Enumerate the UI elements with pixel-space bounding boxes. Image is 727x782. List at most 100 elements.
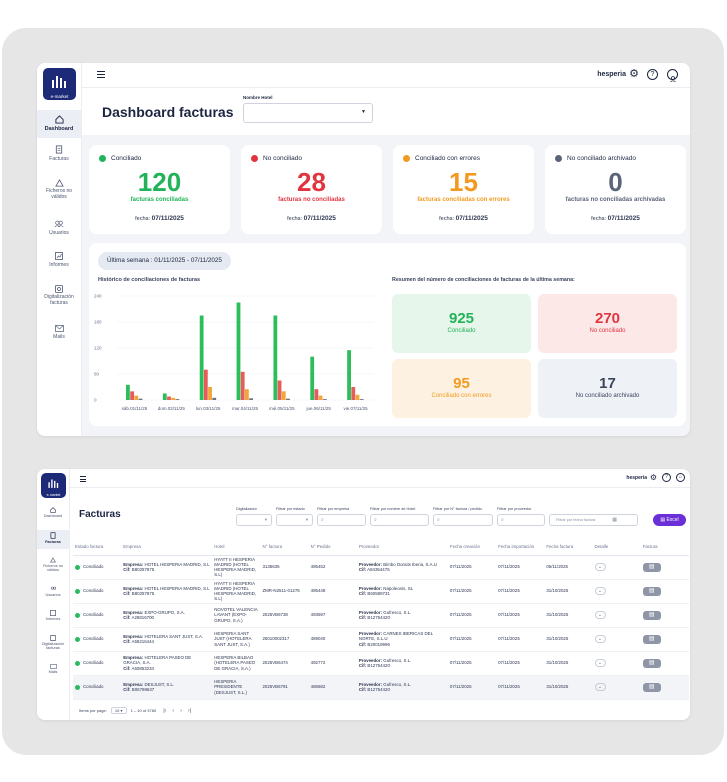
bar[interactable] <box>134 395 139 400</box>
column-header[interactable]: Detalle <box>592 539 641 556</box>
menu-icon[interactable] <box>80 476 86 482</box>
chevron-down-icon[interactable]: ⌄ <box>594 683 606 691</box>
bar[interactable] <box>318 395 323 400</box>
bar[interactable] <box>314 389 319 400</box>
column-header[interactable]: Hotel <box>212 539 261 556</box>
next-page-icon[interactable]: › <box>180 708 182 714</box>
bar[interactable] <box>236 302 241 401</box>
estado-select[interactable]: ▼ <box>276 514 313 526</box>
document-button[interactable]: ▤ <box>642 562 661 572</box>
document-button[interactable]: ▤ <box>642 586 661 596</box>
sidebar-item-usuarios[interactable]: Usuarios <box>37 220 81 242</box>
app-logo[interactable]: e-market <box>43 68 76 100</box>
excel-button[interactable]: ▤ Excel <box>653 514 686 526</box>
column-header[interactable]: Proveedor <box>356 539 448 556</box>
bar[interactable] <box>310 356 315 400</box>
bar[interactable] <box>162 393 167 401</box>
bar[interactable] <box>138 398 143 400</box>
document-button[interactable]: ▤ <box>642 610 661 620</box>
hotel-select[interactable]: ▼ <box>243 103 373 123</box>
column-header[interactable]: N° Pedido <box>308 539 357 556</box>
sidebar-item-informes[interactable]: Informes <box>37 610 69 626</box>
help-icon[interactable]: ? <box>647 69 658 80</box>
hotel-input[interactable]: ⌕ <box>370 514 429 526</box>
proveedor-input[interactable]: ⌕ <box>497 514 545 526</box>
bar[interactable] <box>249 398 253 400</box>
column-header[interactable]: Fecha factura <box>544 539 593 556</box>
bar[interactable] <box>347 350 351 400</box>
sidebar-item-digitalizacion[interactable]: Digitalización facturas <box>37 635 69 657</box>
items-per-page-select[interactable]: 10 ▾ <box>110 707 127 714</box>
user-name[interactable]: hesperia <box>626 475 647 481</box>
sidebar-item-usuarios[interactable]: Usuarios <box>37 586 69 602</box>
bar[interactable] <box>281 391 286 400</box>
column-header[interactable]: N° factura <box>260 539 309 556</box>
account-icon[interactable]: ⌂ <box>676 473 685 482</box>
column-header[interactable]: Fecha creación <box>447 539 497 556</box>
document-button[interactable]: ▤ <box>642 682 661 692</box>
sidebar-item-ficheros[interactable]: Ficheros no válidos <box>37 557 69 579</box>
bar[interactable] <box>208 387 212 400</box>
bar[interactable] <box>240 371 245 400</box>
bar[interactable] <box>322 399 327 400</box>
bar[interactable] <box>199 315 204 401</box>
column-header[interactable]: Fecha importación <box>496 539 545 556</box>
help-icon[interactable]: ? <box>662 473 671 482</box>
chevron-down-icon[interactable]: ⌄ <box>594 659 606 667</box>
account-icon[interactable] <box>667 69 678 83</box>
table-row[interactable]: Conciliado Empresa: HOTEL HESPERIA MADRID… <box>73 555 689 580</box>
empresa-input[interactable]: ⌕ <box>317 514 366 526</box>
last-page-icon[interactable]: ›| <box>188 708 191 714</box>
digitalizador-select[interactable]: ▼ <box>236 514 272 526</box>
user-name[interactable]: hesperia <box>597 71 626 78</box>
table-row[interactable]: Conciliado Empresa: EXPO-GRUPO, S.A. Cif: … <box>73 603 689 628</box>
bar[interactable] <box>351 387 356 400</box>
sidebar-item-informes[interactable]: Informes <box>37 252 81 274</box>
table-row[interactable]: Conciliado Empresa: HOTELERA PASEO DE GRA… <box>73 651 689 676</box>
sidebar-item-mails[interactable]: Mails <box>37 664 69 680</box>
cell-fecha: 31/10/2025 <box>544 627 593 652</box>
chevron-down-icon[interactable]: ⌄ <box>594 611 606 619</box>
gear-icon[interactable]: ⚙ <box>629 68 639 80</box>
bar[interactable] <box>359 399 364 400</box>
fecha-filter[interactable]: Filtrar por fecha factura ▦ <box>549 514 638 526</box>
bar[interactable] <box>273 315 278 401</box>
cell-creacion: 07/11/2025 <box>447 555 497 580</box>
bar[interactable] <box>286 398 290 400</box>
chevron-down-icon[interactable]: ⌄ <box>594 563 606 571</box>
bar[interactable] <box>212 397 217 400</box>
sidebar-item-facturas[interactable]: Facturas <box>37 530 69 549</box>
table-row[interactable]: Conciliado Empresa: HOTELERA SANT JUST, S… <box>73 627 689 652</box>
bar[interactable] <box>171 397 176 400</box>
sidebar-item-facturas[interactable]: Facturas <box>37 145 81 169</box>
first-page-icon[interactable]: |‹ <box>163 708 167 714</box>
sidebar-item-digitalizacion[interactable]: Digitalización facturas <box>37 285 81 315</box>
bar[interactable] <box>203 369 208 400</box>
prev-page-icon[interactable]: ‹ <box>172 708 175 714</box>
chevron-down-icon[interactable]: ⌄ <box>594 635 606 643</box>
bar[interactable] <box>245 389 249 400</box>
bar[interactable] <box>126 384 130 400</box>
bar[interactable] <box>167 396 171 400</box>
sidebar-item-ficheros[interactable]: Ficheros no válidos <box>37 179 81 209</box>
document-button[interactable]: ▤ <box>642 634 661 644</box>
table-row[interactable]: Conciliado Empresa: DESJUST, S.L. Cif: B06… <box>73 675 689 700</box>
bar[interactable] <box>175 399 180 400</box>
bar[interactable] <box>277 380 282 401</box>
sidebar-item-dashboard[interactable]: Dashboard <box>37 507 69 524</box>
document-button[interactable]: ▤ <box>642 658 661 668</box>
column-header[interactable]: Empresa <box>121 539 213 556</box>
chevron-down-icon[interactable]: ⌄ <box>594 587 606 595</box>
column-header[interactable]: Estado factura <box>73 539 122 556</box>
factura-input[interactable]: ⌕ <box>433 514 493 526</box>
app-logo[interactable]: e-market <box>41 473 66 498</box>
gear-icon[interactable]: ⚙ <box>649 473 657 482</box>
sidebar-item-dashboard[interactable]: Dashboard <box>37 110 81 138</box>
column-header[interactable]: Factura <box>640 539 689 556</box>
bar[interactable] <box>355 394 360 400</box>
sidebar-item-mails[interactable]: Mails <box>37 325 81 347</box>
x-tick-label: sáb.01/11/25 <box>122 406 148 411</box>
menu-icon[interactable] <box>97 71 105 78</box>
bar[interactable] <box>130 391 135 400</box>
table-row[interactable]: Conciliado Empresa: HOTEL HESPERIA MADRID… <box>73 579 689 604</box>
